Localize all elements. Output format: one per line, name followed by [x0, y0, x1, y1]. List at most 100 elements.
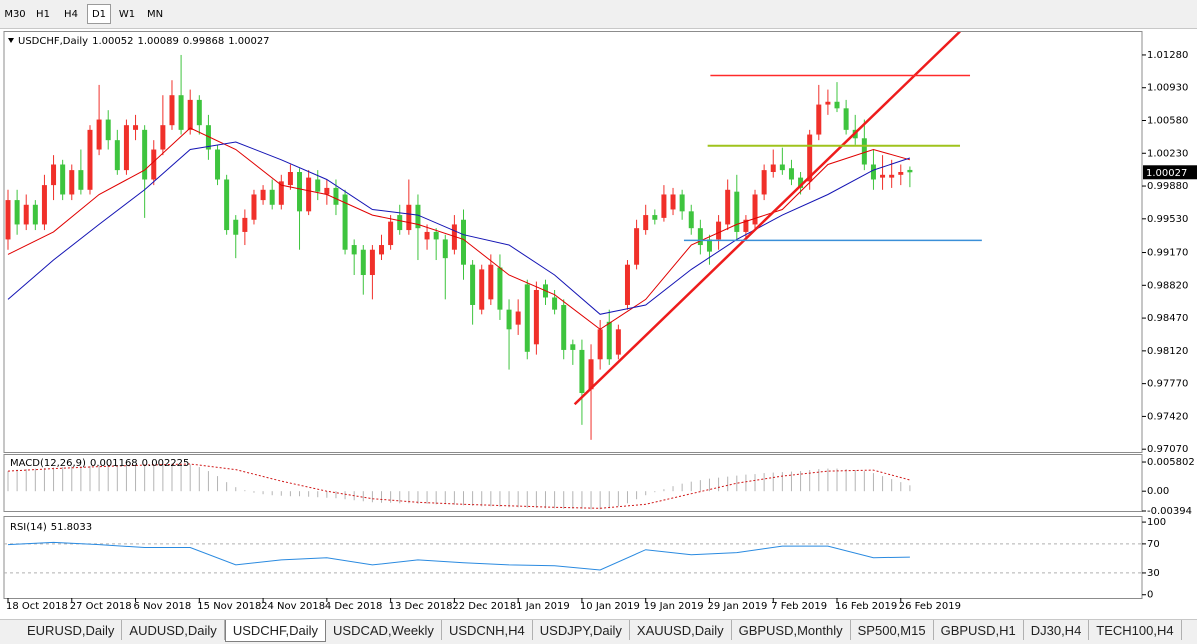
candle-body — [579, 349, 585, 394]
timeframe-button[interactable]: W1 — [118, 9, 136, 20]
macd-bar — [882, 476, 884, 492]
indicator-title: MACD(12,26,9) — [10, 458, 86, 469]
macd-bar — [708, 478, 710, 492]
timeframe-button[interactable]: D1 — [87, 4, 111, 24]
macd-bar — [909, 485, 911, 492]
candle-body — [597, 329, 603, 360]
chart-tab[interactable]: USDJPY,Daily — [533, 620, 630, 640]
x-tick-label: 15 Nov 2018 — [197, 601, 261, 612]
indicator-header: RSI(14) 51.8033 — [10, 522, 92, 533]
candle-body — [433, 231, 439, 240]
candle-body — [242, 217, 248, 232]
candle-body — [907, 169, 913, 173]
macd-bar — [280, 491, 282, 496]
macd-bar — [71, 466, 73, 492]
candle-body — [123, 125, 129, 171]
macd-bar — [800, 471, 802, 492]
y-tick-label: 100 — [1147, 517, 1166, 528]
indicator-header: MACD(12,26,9) 0.001168 0.002225 — [10, 458, 189, 469]
macd-bar — [435, 491, 437, 505]
macd-bar — [426, 491, 428, 504]
x-tick-label: 6 Nov 2018 — [134, 601, 192, 612]
chart-tabs: EURUSD,Daily AUDUSD,Daily USDCHF,Daily USDC… — [0, 619, 1197, 644]
candle-body — [169, 95, 175, 126]
ohlc-value: 1.00052 — [92, 36, 133, 47]
macd-bar — [472, 491, 474, 506]
candle-body — [570, 344, 576, 350]
y-tick-label: 1.00230 — [1147, 148, 1188, 159]
macd-bar — [872, 473, 874, 492]
rsi-panel-frame — [3, 516, 1143, 599]
candle-body — [479, 269, 485, 310]
chart-tab[interactable]: USDCHF,Daily — [224, 620, 327, 642]
candle-body — [825, 101, 831, 105]
candle-body — [761, 170, 767, 195]
macd-bar — [690, 481, 692, 492]
candle-body — [515, 311, 521, 325]
x-tick-label: 1 Jan 2019 — [516, 601, 570, 612]
y-tick-label: 0.97070 — [1147, 444, 1188, 455]
y-tick-label: 0.97770 — [1147, 379, 1188, 390]
macd-bar — [162, 464, 164, 492]
indicator-value: 0.001168 — [90, 458, 138, 469]
macd-bar — [554, 491, 556, 509]
candle-body — [679, 194, 685, 212]
macd-bar — [809, 470, 811, 492]
chart-tab[interactable]: DJ30,H4 — [1024, 620, 1090, 640]
current-price-box — [1143, 165, 1197, 180]
macd-bar — [107, 465, 109, 492]
candle-body — [205, 125, 211, 150]
x-tick-label: 22 Dec 2018 — [452, 601, 516, 612]
timeframe-button[interactable]: H4 — [64, 9, 78, 20]
macd-bar — [827, 468, 829, 492]
macd-bar — [463, 491, 464, 506]
macd-bar — [718, 477, 720, 492]
chart-tab[interactable]: TECH100,H4 — [1089, 620, 1182, 640]
candle-body — [716, 221, 722, 240]
candle-body — [178, 95, 184, 130]
candle-body — [834, 101, 840, 109]
moving-average — [7, 141, 911, 315]
panel-plot — [7, 463, 911, 510]
macd-bar — [362, 491, 364, 502]
candle-body — [843, 108, 849, 130]
chart-tab[interactable]: SP500,M15 — [851, 620, 934, 640]
chart-title: USDCHF,Daily — [18, 36, 88, 47]
moving-average — [7, 127, 911, 330]
timeframe-button[interactable]: H1 — [36, 9, 50, 20]
macd-bar — [417, 491, 419, 504]
macd-bar — [745, 474, 747, 492]
timeframe-button[interactable]: MN — [146, 9, 164, 20]
y-tick-label: 30 — [1147, 568, 1160, 579]
chart-tab[interactable]: GBPUSD,H1 — [934, 620, 1024, 640]
macd-bar — [62, 467, 64, 492]
chart-header: USDCHF,Daily 1.00052 1.00089 0.99868 1.00027 — [18, 36, 270, 47]
x-tick-label: 27 Oct 2018 — [70, 601, 132, 612]
candle-body — [588, 359, 594, 390]
macd-bar — [335, 491, 337, 499]
chart-tab[interactable]: XAUUSD,Daily — [630, 620, 732, 640]
candle-body — [725, 189, 731, 225]
candle-body — [51, 164, 57, 186]
macd-bar — [144, 464, 146, 492]
chart-tab[interactable]: GBPUSD,Monthly — [732, 620, 851, 640]
macd-bar — [198, 467, 200, 492]
macd-bar — [818, 469, 820, 492]
indicator-value: 0.002225 — [142, 458, 190, 469]
candle-body — [506, 309, 512, 330]
chart-tab[interactable]: EURUSD,Daily — [20, 620, 123, 640]
candle-body — [196, 99, 202, 126]
macd-bar — [727, 476, 729, 492]
ohlc-value: 1.00027 — [228, 36, 269, 47]
y-tick-label: 0.00 — [1147, 486, 1169, 497]
timeframe-button[interactable]: M30 — [4, 9, 26, 20]
chart-tab[interactable]: USDCAD,Weekly — [326, 620, 442, 640]
macd-bar — [317, 491, 319, 498]
chart-tab[interactable]: USDCNH,H4 — [442, 620, 533, 640]
macd-bar — [207, 471, 209, 492]
macd-bar — [34, 468, 36, 492]
y-tick-label: 0.98120 — [1147, 346, 1188, 357]
chart-tab[interactable]: AUDUSD,Daily — [122, 620, 225, 640]
macd-bar — [262, 491, 264, 495]
